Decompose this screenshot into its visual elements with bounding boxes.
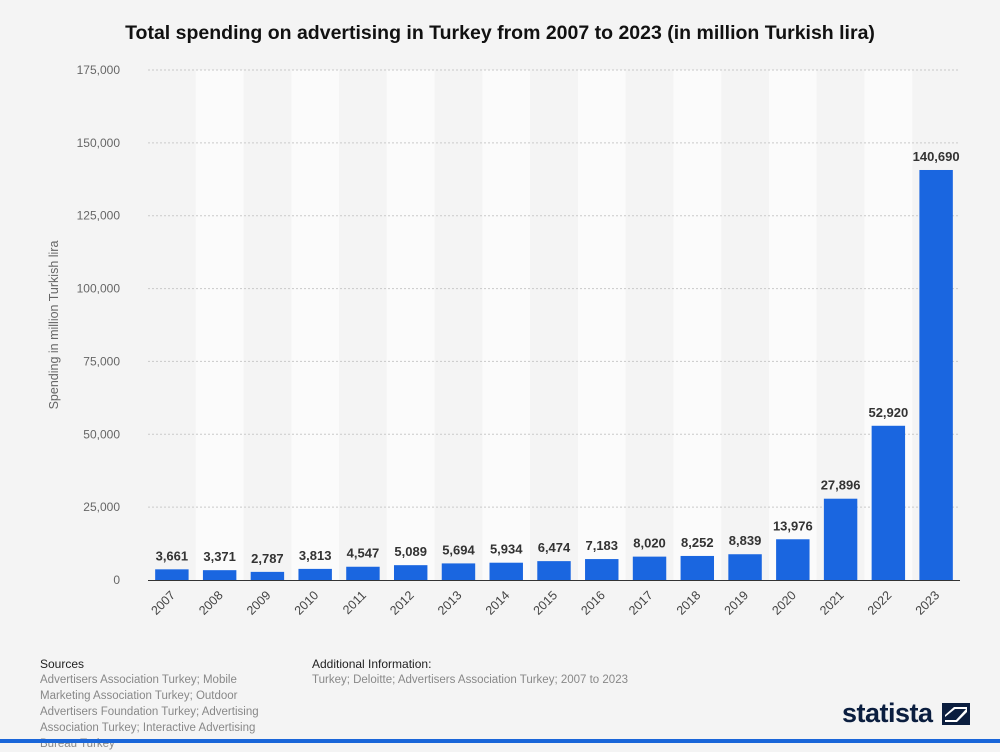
x-tick-label: 2007	[148, 588, 178, 618]
y-tick-label: 25,000	[83, 500, 120, 514]
x-tick-label: 2017	[626, 588, 656, 618]
x-tick-label: 2015	[531, 588, 561, 618]
statista-logo[interactable]: statista	[842, 698, 933, 728]
column-bands	[195, 70, 913, 580]
data-label: 3,661	[156, 548, 189, 563]
y-tick-label: 100,000	[77, 282, 121, 296]
bar[interactable]	[537, 561, 571, 580]
x-tick-label: 2011	[340, 588, 369, 617]
chart-title: Total spending on advertising in Turkey …	[125, 22, 875, 44]
data-label: 7,183	[585, 538, 618, 553]
data-label: 5,089	[394, 544, 427, 559]
x-tick-label: 2018	[674, 588, 704, 618]
x-tick-label: 2014	[483, 588, 513, 618]
x-tick-label: 2009	[244, 588, 274, 618]
y-tick-label: 150,000	[77, 136, 121, 150]
data-label: 4,547	[347, 546, 380, 561]
bar[interactable]	[202, 570, 237, 580]
y-tick-label: 50,000	[83, 427, 120, 441]
y-tick-label: 175,000	[77, 63, 121, 77]
data-label: 8,020	[633, 536, 666, 551]
y-axis-ticks: 0 25,000 50,000 75,000 100,000 125,000 150,000…	[77, 63, 121, 587]
sources-heading[interactable]: Sources	[40, 657, 85, 671]
data-label: 140,690	[913, 149, 960, 164]
data-label: 52,920	[868, 405, 908, 420]
bar[interactable]	[776, 539, 810, 580]
x-tick-label: 2013	[435, 588, 465, 618]
data-label: 27,896	[821, 478, 861, 493]
data-label: 3,813	[299, 548, 332, 563]
x-tick-label: 2020	[769, 588, 799, 618]
bar[interactable]	[632, 556, 667, 580]
bar[interactable]	[823, 498, 858, 580]
column-band	[482, 70, 531, 580]
bar[interactable]	[393, 565, 428, 580]
bar[interactable]	[728, 554, 762, 580]
sources-block: Sources Advertisers Association Turkey; …	[40, 656, 290, 752]
bar[interactable]	[250, 571, 285, 580]
data-label: 5,694	[442, 542, 475, 557]
bar[interactable]	[680, 555, 715, 580]
bar[interactable]	[441, 563, 476, 580]
y-tick-label: 125,000	[77, 209, 121, 223]
column-band	[577, 70, 626, 580]
statista-logo-icon	[942, 703, 970, 725]
bar[interactable]	[871, 425, 906, 580]
x-tick-label: 2019	[722, 588, 752, 618]
bar-chart: 0 25,000 50,000 75,000 100,000 125,000 150,000…	[47, 63, 960, 618]
additional-info-heading[interactable]: Additional Information:	[312, 657, 432, 671]
column-band	[768, 70, 817, 580]
bar[interactable]	[489, 562, 523, 580]
y-axis-label: Spending in million Turkish lira	[47, 241, 61, 410]
data-label: 13,976	[773, 518, 813, 533]
bottom-accent-bar	[0, 739, 1000, 743]
y-tick-label: 0	[113, 573, 120, 587]
column-band	[673, 70, 722, 580]
column-band	[195, 70, 244, 580]
data-label: 3,371	[203, 549, 236, 564]
column-band	[291, 70, 340, 580]
x-tick-label: 2012	[387, 588, 417, 618]
bars	[155, 169, 953, 580]
bar[interactable]	[919, 169, 953, 580]
bar[interactable]	[155, 569, 189, 580]
data-labels: 3,661 3,371 2,787 3,813 4,547 5,089 5,694 5,934…	[156, 149, 960, 566]
data-label: 6,474	[538, 540, 571, 555]
data-label: 5,934	[490, 542, 523, 557]
bar[interactable]	[585, 559, 619, 580]
bar[interactable]	[298, 568, 332, 580]
x-tick-label: 2023	[913, 588, 943, 618]
x-tick-label: 2008	[196, 588, 226, 618]
column-band	[386, 70, 435, 580]
additional-info-text: Turkey; Deloitte; Advertisers Associatio…	[312, 674, 628, 686]
x-axis-ticks: 2007 2008 2009 2010 2011 2012 2013 2014 2015 2016…	[148, 588, 942, 618]
x-tick-label: 2016	[578, 588, 608, 618]
additional-info-block: Additional Information: Turkey; Deloitte…	[312, 656, 692, 688]
data-label: 8,839	[729, 533, 762, 548]
bar[interactable]	[346, 566, 380, 580]
x-tick-label: 2022	[865, 588, 895, 618]
data-label: 8,252	[681, 535, 714, 550]
data-label: 2,787	[251, 551, 284, 566]
x-tick-label: 2021	[817, 588, 847, 618]
grid-lines	[148, 69, 960, 508]
y-tick-label: 75,000	[83, 354, 120, 368]
x-tick-label: 2010	[292, 588, 322, 618]
